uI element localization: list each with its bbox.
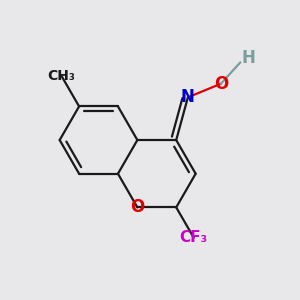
Text: O: O [130, 198, 145, 216]
Text: CH₃: CH₃ [48, 69, 76, 83]
Text: CF₃: CF₃ [180, 230, 208, 245]
Text: N: N [181, 88, 195, 106]
Text: O: O [214, 75, 228, 93]
Text: H: H [241, 50, 255, 68]
